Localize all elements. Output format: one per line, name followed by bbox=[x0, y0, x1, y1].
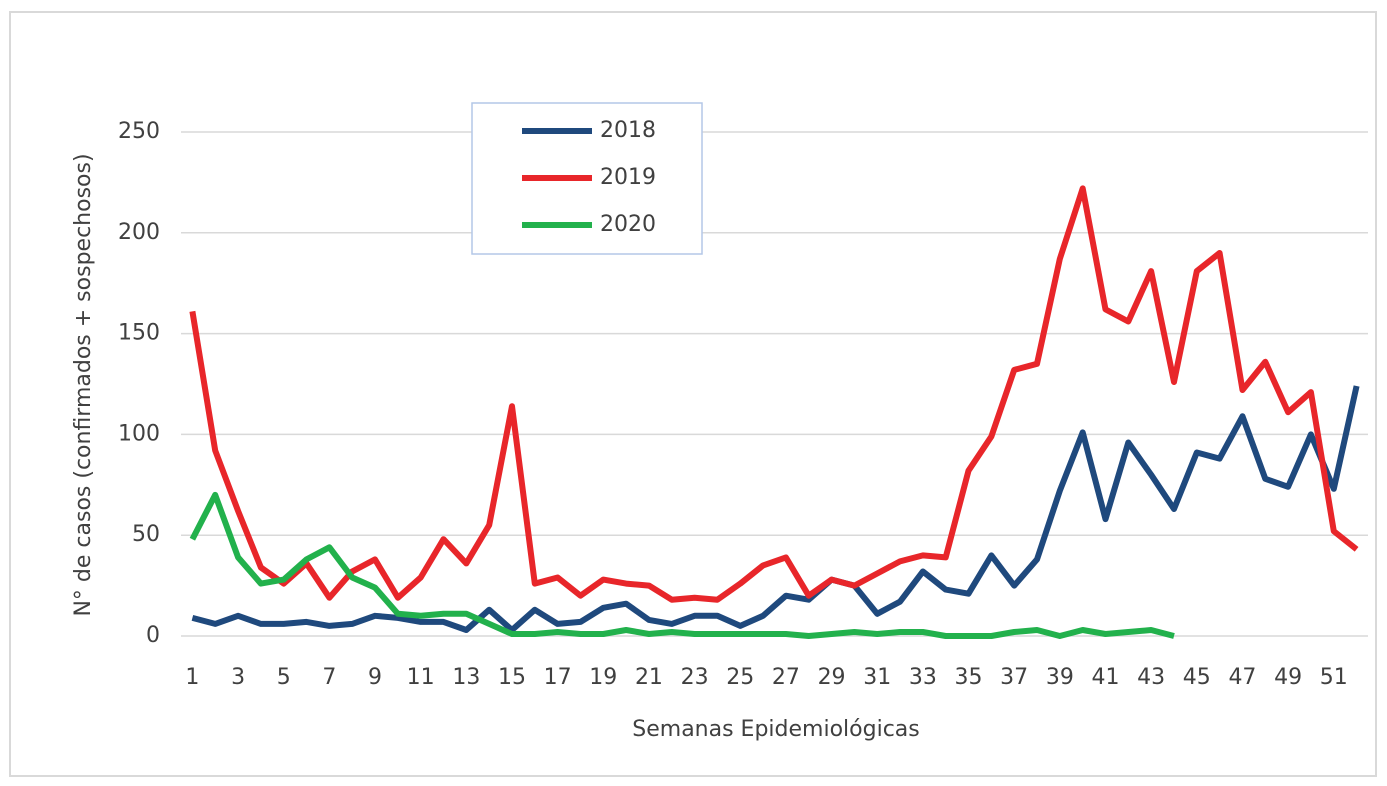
x-tick-label: 31 bbox=[863, 665, 891, 690]
y-tick-label: 150 bbox=[118, 321, 160, 346]
x-axis-title: Semanas Epidemiológicas bbox=[632, 717, 919, 742]
legend-label: 2019 bbox=[600, 165, 656, 190]
series-line bbox=[189, 491, 1175, 639]
x-tick-label: 5 bbox=[277, 665, 291, 690]
y-axis-title: N° de casos (confirmados + sospechosos) bbox=[71, 153, 96, 616]
x-tick-label: 1 bbox=[185, 665, 199, 690]
x-tick-label: 29 bbox=[818, 665, 846, 690]
x-tick-label: 13 bbox=[452, 665, 480, 690]
y-tick-label: 0 bbox=[146, 623, 160, 648]
series-line bbox=[189, 185, 1359, 603]
series-line bbox=[191, 385, 1360, 633]
y-tick-label: 250 bbox=[118, 119, 160, 144]
x-tick-label: 23 bbox=[681, 665, 709, 690]
x-tick-label: 41 bbox=[1091, 665, 1119, 690]
x-tick-label: 35 bbox=[955, 665, 983, 690]
x-tick-label: 11 bbox=[407, 665, 435, 690]
x-tick-label: 15 bbox=[498, 665, 526, 690]
y-tick-label: 100 bbox=[118, 421, 160, 446]
x-tick-label: 17 bbox=[544, 665, 572, 690]
x-tick-label: 25 bbox=[726, 665, 754, 690]
legend-label: 2018 bbox=[600, 118, 656, 143]
x-tick-label: 43 bbox=[1137, 665, 1165, 690]
y-tick-label: 50 bbox=[132, 522, 160, 547]
x-tick-label: 51 bbox=[1320, 665, 1348, 690]
x-tick-label: 3 bbox=[231, 665, 245, 690]
x-tick-label: 39 bbox=[1046, 665, 1074, 690]
x-tick-label: 47 bbox=[1228, 665, 1256, 690]
x-tick-label: 37 bbox=[1000, 665, 1028, 690]
x-tick-label: 9 bbox=[368, 665, 382, 690]
x-tick-label: 21 bbox=[635, 665, 663, 690]
x-tick-label: 45 bbox=[1183, 665, 1211, 690]
legend-label: 2020 bbox=[600, 212, 656, 237]
x-tick-label: 19 bbox=[589, 665, 617, 690]
y-tick-label: 200 bbox=[118, 220, 160, 245]
x-tick-label: 27 bbox=[772, 665, 800, 690]
x-tick-label: 49 bbox=[1274, 665, 1302, 690]
x-tick-label: 33 bbox=[909, 665, 937, 690]
x-tick-label: 7 bbox=[322, 665, 336, 690]
